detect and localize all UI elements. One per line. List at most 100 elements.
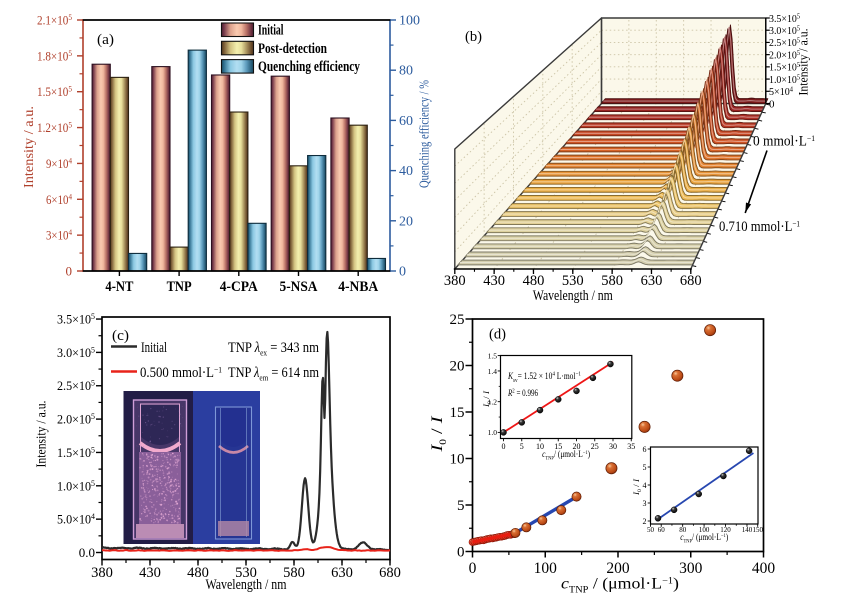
svg-text:1.5×105​: 1.5×105​ [37, 84, 72, 100]
svg-text:(a): (a) [97, 32, 114, 48]
svg-text:Wavelength / nm: Wavelength / nm [533, 288, 613, 304]
svg-text:35: 35 [627, 442, 635, 451]
svg-text:1.4: 1.4 [488, 367, 498, 376]
svg-text:3.5×105​: 3.5×105​ [57, 311, 95, 327]
svg-text:Ksv​= 1.52 × 104​ L·mol−1​: Ksv​= 1.52 × 104​ L·mol−1​ [507, 371, 581, 385]
svg-text:1.0×105​: 1.0×105​ [57, 478, 95, 494]
svg-text:480: 480 [523, 273, 545, 289]
svg-text:cTNP​/ (μmol·L−1​): cTNP​/ (μmol·L−1​) [680, 532, 728, 545]
svg-text:400: 400 [752, 560, 776, 577]
svg-text:Intensity / a.u.: Intensity / a.u. [35, 401, 50, 468]
svg-text:5×104​: 5×104​ [769, 86, 793, 99]
svg-text:1.0: 1.0 [488, 428, 498, 437]
svg-text:TNP λex​ = 343 nm: TNP λex​ = 343 nm [228, 340, 320, 358]
svg-text:50: 50 [647, 526, 655, 534]
svg-text:580: 580 [601, 273, 623, 289]
svg-text:5-NSA: 5-NSA [280, 279, 318, 295]
svg-text:cTNP​ / (μmol·L−1​): cTNP​ / (μmol·L−1​) [561, 576, 679, 595]
svg-text:0.0: 0.0 [79, 545, 95, 560]
svg-text:100: 100 [399, 14, 420, 29]
svg-text:1.2: 1.2 [488, 398, 498, 407]
svg-text:1.5×105​: 1.5×105​ [769, 61, 800, 74]
svg-text:5: 5 [643, 463, 647, 472]
svg-text:10: 10 [450, 452, 465, 468]
svg-text:0: 0 [66, 264, 73, 279]
svg-text:4-NT: 4-NT [105, 279, 133, 295]
svg-text:80: 80 [679, 526, 687, 534]
svg-text:(d): (d) [489, 327, 506, 343]
svg-text:20: 20 [450, 359, 465, 375]
svg-text:Intensity / a.u.: Intensity / a.u. [22, 106, 37, 188]
svg-text:1.8×105​: 1.8×105​ [37, 48, 72, 64]
svg-text:I0​ / I: I0​ / I [482, 391, 493, 409]
svg-text:630: 630 [641, 273, 663, 289]
svg-text:0: 0 [502, 442, 506, 451]
svg-text:Initial: Initial [141, 340, 167, 356]
svg-text:Wavelength / nm: Wavelength / nm [206, 577, 287, 593]
svg-text:cTNP​/ (μmol·L−1​): cTNP​/ (μmol·L−1​) [542, 449, 590, 462]
svg-text:20: 20 [573, 442, 581, 451]
svg-text:530: 530 [235, 565, 257, 581]
svg-text:3×104​: 3×104​ [46, 227, 73, 243]
svg-text:3: 3 [643, 499, 647, 508]
svg-text:100: 100 [534, 560, 558, 577]
svg-text:TNP: TNP [167, 279, 192, 295]
svg-text:Intensity / a.u.: Intensity / a.u. [797, 29, 811, 96]
svg-text:2.1×105​: 2.1×105​ [37, 12, 72, 28]
svg-text:3.0×105​: 3.0×105​ [769, 25, 800, 38]
svg-text:1.0×105​: 1.0×105​ [769, 73, 800, 86]
svg-text:0: 0 [769, 98, 775, 110]
svg-text:15: 15 [450, 405, 465, 421]
svg-text:3.0×105​: 3.0×105​ [57, 344, 95, 360]
svg-text:200: 200 [606, 560, 630, 577]
svg-text:5: 5 [520, 442, 524, 451]
svg-text:1.5: 1.5 [488, 351, 498, 360]
svg-text:60: 60 [658, 526, 666, 534]
svg-text:60: 60 [399, 114, 413, 129]
svg-text:2.5×105​: 2.5×105​ [769, 37, 800, 50]
svg-text:R2​ = 0.996: R2​ = 0.996 [507, 388, 538, 400]
svg-text:6×104​: 6×104​ [46, 191, 73, 207]
svg-text:40: 40 [399, 164, 413, 179]
svg-text:4-CPA: 4-CPA [220, 279, 258, 295]
svg-text:0.500 mmol·L−1​: 0.500 mmol·L−1​ [140, 365, 222, 382]
svg-text:2.5×105​: 2.5×105​ [57, 378, 95, 394]
svg-text:530: 530 [562, 273, 584, 289]
svg-text:2.0×105​: 2.0×105​ [769, 49, 800, 62]
svg-text:0.710 mmol·L−1​: 0.710 mmol·L−1​ [719, 219, 800, 236]
svg-text:Post-detection: Post-detection [258, 41, 327, 57]
svg-text:300: 300 [679, 560, 703, 577]
svg-text:6: 6 [643, 445, 647, 454]
svg-text:(b): (b) [465, 29, 482, 45]
svg-text:0: 0 [399, 265, 406, 280]
svg-text:0 mmol·L−1​: 0 mmol·L−1​ [753, 133, 815, 150]
svg-text:25: 25 [450, 312, 465, 328]
svg-text:5: 5 [457, 498, 465, 514]
svg-text:580: 580 [283, 565, 305, 581]
svg-text:4: 4 [643, 481, 647, 490]
svg-text:480: 480 [187, 565, 209, 581]
svg-text:2: 2 [643, 517, 647, 526]
svg-text:TNP λem​ = 614 nm: TNP λem​ = 614 nm [228, 365, 320, 383]
svg-text:Quenching efficiency: Quenching efficiency [258, 59, 361, 75]
svg-text:10: 10 [536, 442, 544, 451]
svg-text:150: 150 [752, 526, 763, 534]
svg-text:20: 20 [399, 214, 413, 229]
svg-text:430: 430 [139, 565, 161, 581]
svg-text:120: 120 [720, 526, 731, 534]
svg-text:680: 680 [680, 273, 702, 289]
svg-text:680: 680 [379, 565, 401, 581]
svg-text:0: 0 [457, 545, 465, 561]
svg-text:25: 25 [591, 442, 599, 451]
svg-text:430: 430 [483, 273, 505, 289]
svg-text:5.0×104​: 5.0×104​ [57, 511, 96, 527]
svg-text:I0​ / I: I0​ / I [632, 479, 643, 497]
svg-text:1.5×105​: 1.5×105​ [57, 444, 95, 460]
svg-text:4-NBA: 4-NBA [338, 279, 378, 295]
svg-text:Quenching efficiency / %: Quenching efficiency / % [417, 80, 432, 188]
svg-text:380: 380 [444, 273, 466, 289]
svg-text:I0​ / I: I0​ / I [429, 416, 448, 453]
svg-text:15: 15 [554, 442, 562, 451]
svg-text:380: 380 [91, 565, 113, 581]
svg-text:140: 140 [742, 526, 753, 534]
